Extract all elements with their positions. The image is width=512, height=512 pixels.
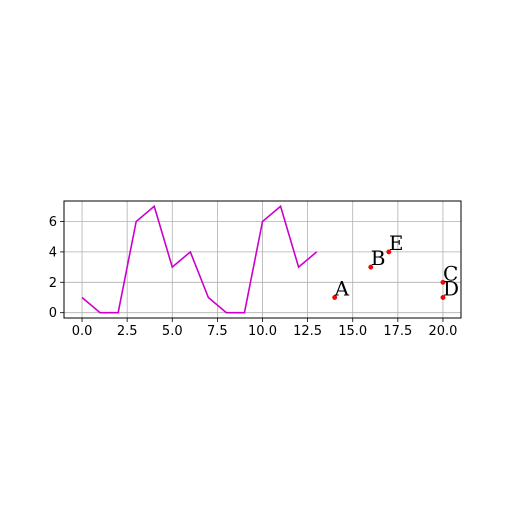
x-tick-label: 0.0 — [72, 324, 93, 339]
x-tick-label: 2.5 — [117, 324, 138, 339]
y-axis-ticks: 0 2 4 6 — [49, 215, 64, 321]
x-axis-ticks: 0.0 2.5 5.0 7.5 10.0 12.5 15.0 17.5 20.0 — [72, 318, 457, 339]
point-marker-d — [440, 295, 446, 300]
x-tick-label: 7.5 — [207, 324, 228, 339]
point-marker-b — [368, 264, 374, 270]
point-label-a: A — [334, 276, 350, 300]
point-marker-a — [332, 295, 338, 300]
point-label-c: C — [443, 261, 458, 285]
x-tick-label: 17.5 — [383, 324, 412, 339]
x-tick-label: 10.0 — [248, 324, 277, 339]
series-layer — [81, 204, 318, 314]
y-tick-label: 6 — [49, 215, 57, 230]
x-tick-label: 5.0 — [162, 324, 183, 339]
point-label-b: B — [371, 246, 386, 270]
point-label-d: D — [443, 276, 459, 300]
x-tick-label: 12.5 — [293, 324, 322, 339]
x-tick-label: 15.0 — [338, 324, 367, 339]
x-tick-label: 20.0 — [428, 324, 457, 339]
y-tick-label: 0 — [49, 306, 57, 321]
point-label-e: E — [389, 231, 404, 255]
point-marker-c — [440, 279, 446, 285]
series-line — [81, 204, 318, 314]
grid — [64, 201, 461, 318]
y-tick-label: 4 — [49, 245, 57, 260]
point-marker-e — [386, 249, 392, 255]
points-layer: AB CD E — [332, 231, 459, 300]
y-tick-label: 2 — [49, 276, 57, 291]
